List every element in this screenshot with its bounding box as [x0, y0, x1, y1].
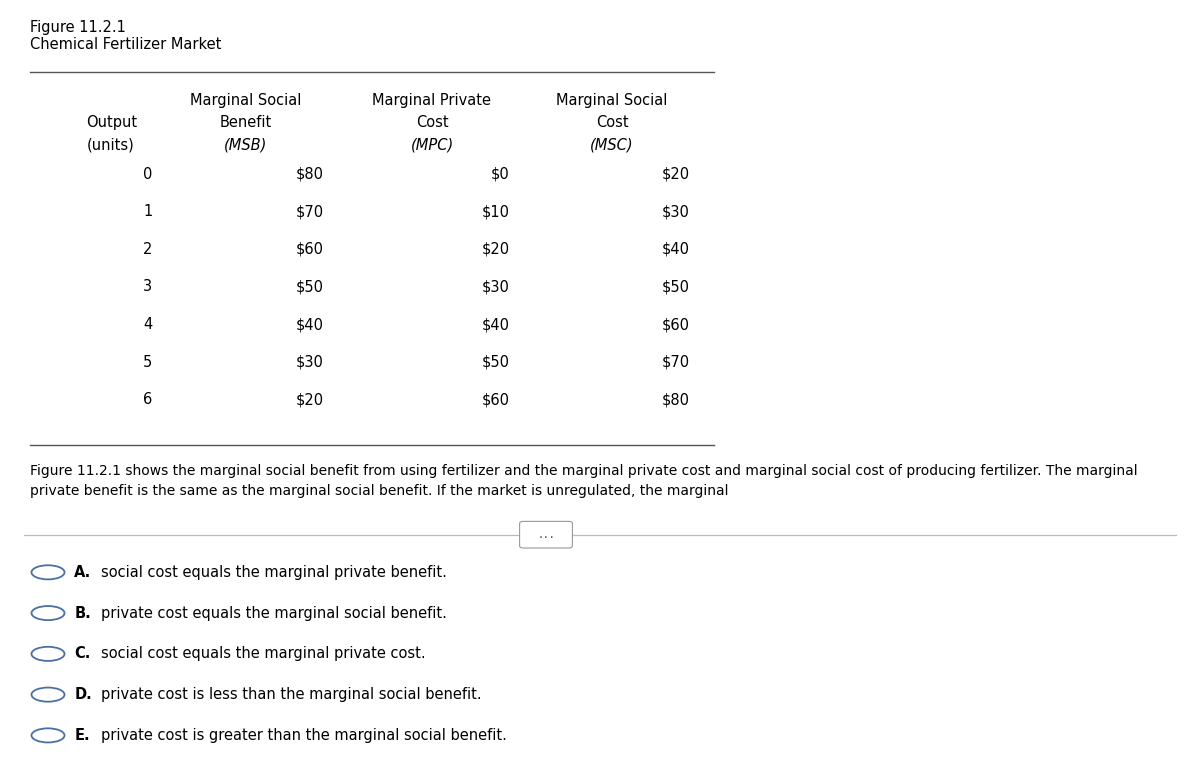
Text: (units): (units) [86, 138, 134, 153]
Text: $80: $80 [296, 166, 324, 182]
Text: Chemical Fertilizer Market: Chemical Fertilizer Market [30, 37, 221, 52]
Text: $20: $20 [662, 166, 690, 182]
Text: A.: A. [74, 564, 91, 580]
Text: ...: ... [538, 530, 554, 539]
Text: $30: $30 [662, 204, 690, 220]
Text: $60: $60 [662, 317, 690, 332]
Text: social cost equals the marginal private benefit.: social cost equals the marginal private … [101, 564, 446, 580]
Text: 3: 3 [143, 279, 152, 295]
Text: $0: $0 [491, 166, 510, 182]
Text: $80: $80 [662, 392, 690, 408]
Text: $20: $20 [482, 241, 510, 257]
Text: $40: $40 [662, 241, 690, 257]
Text: 0: 0 [143, 166, 152, 182]
Text: $10: $10 [482, 204, 510, 220]
Text: private benefit is the same as the marginal social benefit. If the market is unr: private benefit is the same as the margi… [30, 484, 728, 498]
Text: Marginal Social: Marginal Social [557, 93, 667, 107]
Text: Cost: Cost [415, 115, 449, 130]
Text: E.: E. [74, 728, 90, 743]
Text: $50: $50 [482, 354, 510, 370]
Text: C.: C. [74, 646, 90, 662]
Text: $40: $40 [482, 317, 510, 332]
Text: 5: 5 [143, 354, 152, 370]
Text: $20: $20 [296, 392, 324, 408]
Text: Figure 11.2.1: Figure 11.2.1 [30, 20, 126, 35]
Text: (MSC): (MSC) [590, 138, 634, 153]
Text: Figure 11.2.1 shows the marginal social benefit from using fertilizer and the ma: Figure 11.2.1 shows the marginal social … [30, 464, 1138, 478]
Text: $70: $70 [296, 204, 324, 220]
Text: $70: $70 [662, 354, 690, 370]
Text: private cost equals the marginal social benefit.: private cost equals the marginal social … [101, 605, 446, 621]
Text: $50: $50 [662, 279, 690, 295]
Text: $30: $30 [482, 279, 510, 295]
Text: 2: 2 [143, 241, 152, 257]
Text: B.: B. [74, 605, 91, 621]
Text: private cost is less than the marginal social benefit.: private cost is less than the marginal s… [101, 687, 481, 702]
Text: (MPC): (MPC) [410, 138, 454, 153]
Text: (MSB): (MSB) [224, 138, 268, 153]
Text: 1: 1 [143, 204, 152, 220]
FancyBboxPatch shape [520, 521, 572, 548]
Text: private cost is greater than the marginal social benefit.: private cost is greater than the margina… [101, 728, 506, 743]
Text: Benefit: Benefit [220, 115, 272, 130]
Text: 4: 4 [143, 317, 152, 332]
Text: $30: $30 [296, 354, 324, 370]
Text: Cost: Cost [595, 115, 629, 130]
Text: Marginal Social: Marginal Social [191, 93, 301, 107]
Text: $60: $60 [482, 392, 510, 408]
Text: $40: $40 [296, 317, 324, 332]
Text: D.: D. [74, 687, 92, 702]
Text: social cost equals the marginal private cost.: social cost equals the marginal private … [101, 646, 425, 662]
Text: Marginal Private: Marginal Private [372, 93, 492, 107]
Text: $50: $50 [296, 279, 324, 295]
Text: 6: 6 [143, 392, 152, 408]
Text: $60: $60 [296, 241, 324, 257]
Text: Output: Output [86, 115, 138, 130]
